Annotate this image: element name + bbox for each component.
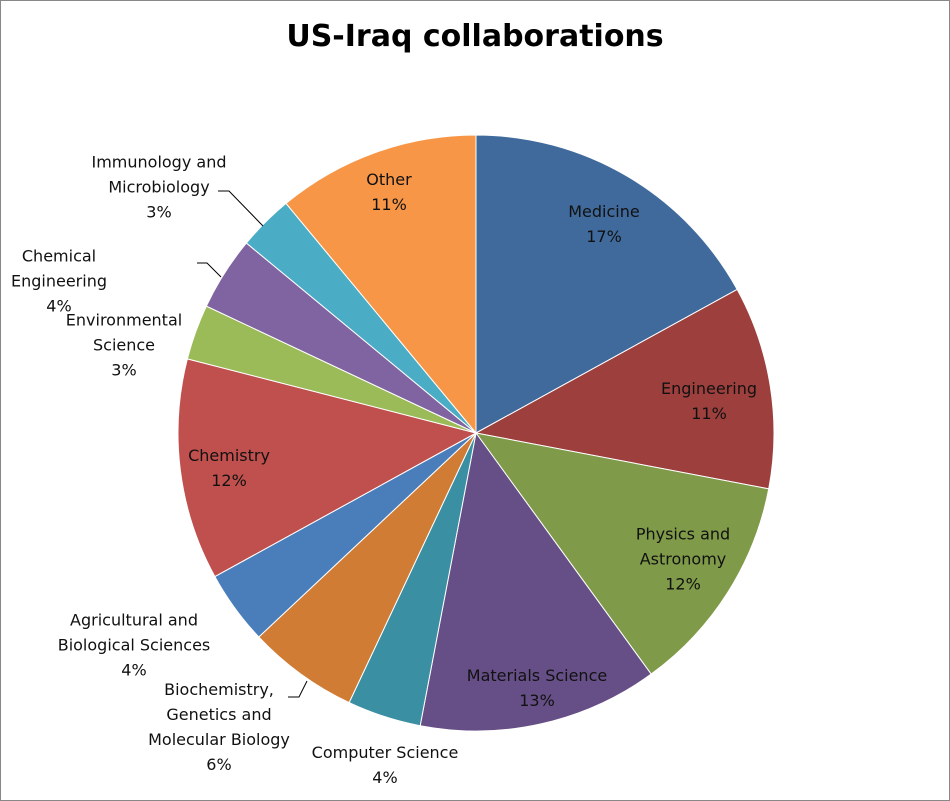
value-label: 11% — [691, 404, 727, 423]
value-label: 13% — [519, 691, 555, 710]
category-name: Environmental Science — [65, 310, 183, 355]
slice-label: Computer Science 4% — [295, 740, 475, 790]
leader-line — [288, 680, 308, 698]
category-name: Agricultural and Biological Sciences — [57, 610, 211, 655]
category-name: Computer Science — [311, 743, 459, 762]
slice-label: Environmental Science 3% — [54, 308, 194, 383]
pie-slice — [474, 432, 770, 675]
pie-slice — [474, 288, 775, 490]
slice-label: Physics and Astronomy 12% — [623, 522, 743, 597]
category-name: Physics and Astronomy — [635, 524, 731, 569]
category-name: Chemical Engineering — [11, 246, 107, 291]
slice-label: Chemical Engineering 4% — [1, 244, 119, 319]
category-name: Medicine — [568, 202, 640, 221]
leader-line — [197, 262, 222, 278]
pie-slice — [285, 134, 477, 435]
slice-label: Biochemistry, Genetics and Molecular Bio… — [144, 677, 294, 777]
value-label: 12% — [665, 574, 701, 594]
category-name: Materials Science — [466, 666, 608, 685]
value-label: 17% — [586, 227, 622, 246]
pie-slice — [475, 134, 738, 434]
value-label: 6% — [206, 755, 232, 774]
slice-label: Materials Science 13% — [447, 663, 627, 713]
value-label: 3% — [146, 202, 172, 222]
chart-title: US-Iraq collaborations — [286, 19, 664, 54]
category-name: Biochemistry, Genetics and Molecular Bio… — [148, 680, 290, 749]
pie-slice — [177, 358, 478, 578]
value-label: 4% — [372, 768, 398, 787]
value-label: 4% — [121, 660, 147, 680]
slice-label: Chemistry 12% — [174, 443, 284, 493]
slice-label: Medicine 17% — [539, 199, 669, 249]
category-name: Engineering — [661, 379, 757, 398]
value-label: 12% — [211, 471, 247, 490]
slice-label: Agricultural and Biological Sciences 4% — [44, 608, 224, 683]
value-label: 11% — [371, 195, 407, 214]
slice-label: Engineering 11% — [644, 376, 774, 426]
category-name: Chemistry — [188, 446, 270, 465]
value-label: 3% — [111, 360, 137, 380]
category-name: Other — [366, 170, 412, 189]
category-name: Immunology and Microbiology — [91, 152, 227, 197]
slice-label: Other 11% — [344, 167, 434, 217]
value-label: 4% — [46, 296, 72, 316]
slice-label: Immunology and Microbiology 3% — [79, 150, 239, 225]
leader-line — [218, 190, 264, 227]
pie-slice — [419, 431, 652, 732]
